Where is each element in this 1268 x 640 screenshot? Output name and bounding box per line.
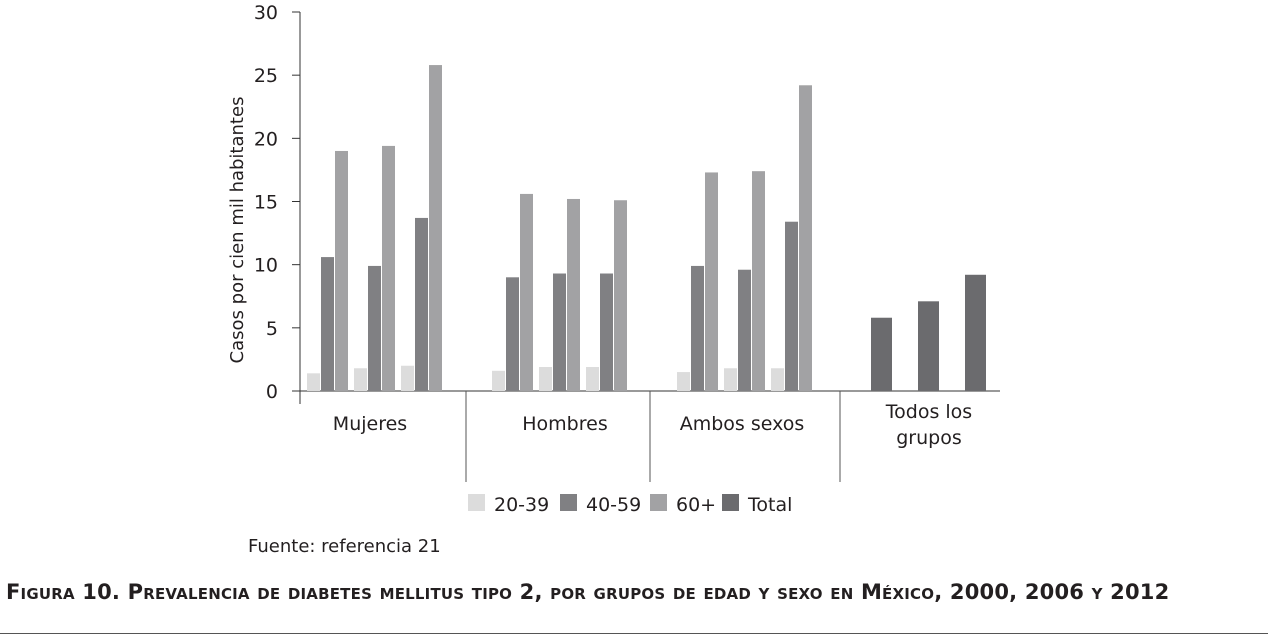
source-note: Fuente: referencia 21	[248, 536, 441, 557]
bar-60+	[705, 172, 718, 391]
legend-label: Total	[747, 494, 792, 516]
bar-40-59	[506, 277, 519, 391]
legend-swatch-40-59	[560, 494, 577, 511]
bar-40-59	[600, 273, 613, 391]
bar-20-39	[586, 366, 599, 391]
y-tick-label: 0	[266, 381, 278, 403]
bar-60+	[614, 200, 627, 391]
category-label: Todos los	[885, 401, 972, 423]
legend-swatch-60+	[650, 494, 667, 511]
bar-20-39	[401, 365, 414, 391]
bar-40-59	[321, 257, 334, 391]
legend-swatch-20-39	[468, 494, 485, 511]
category-label: Ambos sexos	[680, 413, 805, 435]
y-tick-label: 10	[254, 255, 278, 277]
bar-40-59	[368, 265, 381, 391]
category-label: grupos	[896, 427, 962, 449]
bar-60+	[567, 198, 580, 391]
legend-label: 60+	[676, 494, 716, 516]
y-tick-label: 5	[266, 318, 278, 340]
bar-20-39	[724, 368, 737, 391]
figure-caption: Figura 10. Prevalencia de diabetes melli…	[6, 580, 1170, 604]
category-label: Hombres	[522, 413, 607, 435]
bar-60+	[382, 145, 395, 391]
bar-20-39	[771, 368, 784, 391]
bar-60+	[799, 85, 812, 392]
prevalence-bar-chart: 0 5 10 15 20 25 30 Casos por cien mil habitante…	[227, 2, 1000, 516]
bar-40-59	[691, 265, 704, 391]
bar-40-59	[553, 273, 566, 391]
bar-20-39	[492, 370, 505, 391]
bar-Total	[965, 274, 986, 391]
bar-40-59	[415, 217, 428, 391]
legend-label: 20-39	[494, 494, 549, 516]
y-tick-label: 25	[254, 65, 278, 87]
bar-Total	[871, 317, 892, 391]
bar-20-39	[539, 366, 552, 391]
bar-60+	[335, 150, 348, 391]
y-tick-label: 20	[254, 128, 278, 150]
bar-60+	[520, 193, 533, 391]
bar-60+	[752, 171, 765, 391]
y-tick-label: 15	[254, 192, 278, 214]
legend-label: 40-59	[586, 494, 641, 516]
y-axis-title: Casos por cien mil habitantes	[227, 97, 248, 364]
category-label: Mujeres	[333, 413, 407, 435]
bar-20-39	[354, 368, 367, 391]
bar-Total	[918, 301, 939, 391]
bar-40-59	[785, 221, 798, 391]
bar-60+	[429, 65, 442, 391]
y-tick-label: 30	[254, 2, 278, 24]
bar-20-39	[677, 372, 690, 391]
bar-20-39	[307, 373, 320, 391]
bar-40-59	[738, 269, 751, 391]
bottom-rule	[0, 633, 1268, 634]
legend-swatch-Total	[722, 494, 739, 511]
